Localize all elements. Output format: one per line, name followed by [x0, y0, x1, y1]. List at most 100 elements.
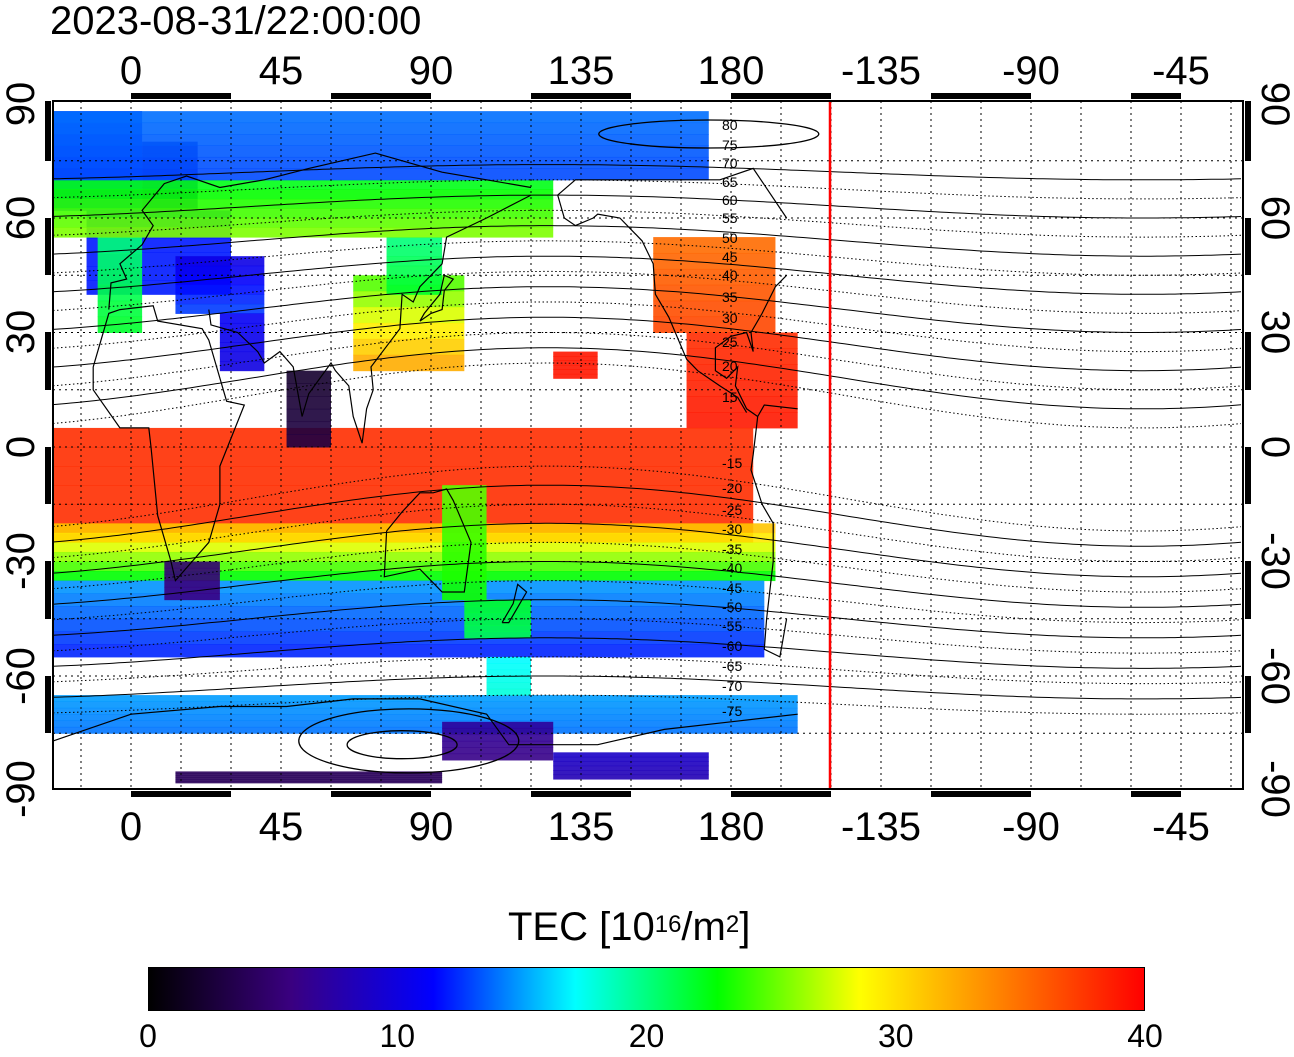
- contour-label: -20: [722, 480, 742, 496]
- contour-label: 25: [722, 334, 738, 350]
- tec-cell: [164, 593, 220, 601]
- tec-cell: [464, 612, 531, 620]
- contour-line: [53, 347, 1242, 410]
- tec-cell: [553, 360, 598, 366]
- tec-cell: [53, 485, 754, 505]
- tec-cell: [686, 332, 798, 349]
- tec-cell: [553, 356, 598, 361]
- tec-cell: [286, 408, 331, 423]
- tec-cell: [53, 695, 798, 702]
- tec-cell: [175, 775, 443, 778]
- tec-cell: [53, 551, 776, 562]
- colorbar-tick-label: 30: [877, 1018, 914, 1054]
- contour-line: [53, 484, 1242, 547]
- tec-cell: [175, 777, 443, 780]
- tec-cell: [286, 434, 331, 448]
- tec-cell: [164, 580, 220, 588]
- coastline: [383, 488, 472, 593]
- tec-cell: [486, 663, 531, 671]
- x-tick-bottom: -135: [841, 805, 921, 849]
- tec-cell: [53, 606, 765, 620]
- tec-cell: [53, 571, 776, 582]
- contour-line: [53, 316, 1242, 372]
- contour-line: [53, 255, 1242, 295]
- tec-cell: [53, 714, 798, 722]
- tec-cell: [442, 747, 554, 755]
- tec-cell: [442, 728, 554, 736]
- tec-cell: [53, 593, 765, 607]
- tec-cell: [53, 720, 798, 728]
- contour-label: -50: [722, 599, 742, 615]
- contour-label: 30: [722, 310, 738, 326]
- tec-cell: [442, 561, 487, 582]
- contour-line: [53, 332, 1242, 391]
- tec-cell: [686, 380, 798, 397]
- x-tick-top: -45: [1152, 49, 1210, 93]
- coastline: [92, 305, 246, 582]
- tec-cell: [653, 268, 776, 286]
- tec-cell: [164, 561, 220, 569]
- x-tick-top: -135: [841, 49, 921, 93]
- tec-cell: [53, 561, 776, 572]
- tec-cell: [97, 316, 143, 333]
- tec-cell: [386, 284, 443, 295]
- tec-cell: [53, 189, 554, 200]
- tec-cell: [486, 676, 531, 683]
- contour-label: -65: [722, 658, 742, 674]
- x-tick-bottom: 180: [698, 805, 765, 849]
- coastline: [108, 152, 532, 310]
- tec-cell: [442, 734, 554, 742]
- tec-cell: [53, 134, 709, 146]
- contour-line: [346, 730, 458, 760]
- contour-label: 70: [722, 155, 738, 171]
- tec-cell: [53, 198, 554, 209]
- contour-label: -70: [722, 678, 742, 694]
- contour-labels: 80 75 70 65 60 55 50 45 40 35 30 25 20 15 -15 -20 -25 -30…: [722, 117, 742, 719]
- contour-label: 80: [722, 117, 738, 133]
- tec-cell: [175, 771, 443, 774]
- tec-cell: [53, 532, 776, 543]
- tec-colorbar: [148, 967, 1145, 1011]
- contour-line: [53, 362, 1242, 429]
- tec-cell: [53, 644, 765, 658]
- tec-cell: [286, 396, 331, 410]
- contour-label: 55: [722, 210, 738, 226]
- tec-cell: [442, 542, 487, 562]
- coastline: [53, 167, 798, 658]
- tec-cell: [442, 721, 554, 729]
- x-tick-top: 90: [409, 49, 454, 93]
- tec-cell: [53, 447, 754, 467]
- y-tick-right: -30: [1253, 532, 1294, 590]
- tec-cell: [464, 599, 531, 607]
- tec-cell: [553, 752, 709, 758]
- tec-cell: [286, 370, 331, 384]
- tec-cell: [97, 268, 143, 286]
- x-tick-bottom: 135: [548, 805, 615, 849]
- coastline: [557, 194, 748, 413]
- colorbar-tick-label: 0: [139, 1018, 157, 1054]
- timestamp-label: 2023-08-31/22:00:00: [50, 0, 422, 43]
- contour-label: -25: [722, 502, 742, 518]
- contour-line: [53, 503, 1242, 562]
- colorbar-tick-label: 40: [1127, 1018, 1163, 1054]
- tec-cell: [53, 701, 798, 709]
- contour-line: [53, 240, 1242, 276]
- tec-cell: [553, 770, 709, 776]
- tec-cell: [353, 322, 465, 340]
- y-tick-left: -60: [0, 647, 43, 705]
- y-tick-left: 0: [0, 436, 43, 458]
- tec-cell: [164, 574, 220, 582]
- contour-line: [53, 618, 1242, 654]
- tec-cell: [219, 361, 265, 372]
- tec-cell: [53, 580, 765, 594]
- tec-cell: [53, 218, 554, 229]
- tec-cell: [553, 369, 598, 375]
- coastline: [208, 194, 532, 444]
- contour-label: 45: [722, 249, 738, 265]
- tec-cell: [286, 421, 331, 435]
- tec-cell: [164, 586, 220, 594]
- contour-line: [53, 465, 1242, 532]
- tec-cell: [175, 294, 265, 305]
- tec-cell: [53, 168, 709, 181]
- y-tick-right: 30: [1253, 310, 1294, 355]
